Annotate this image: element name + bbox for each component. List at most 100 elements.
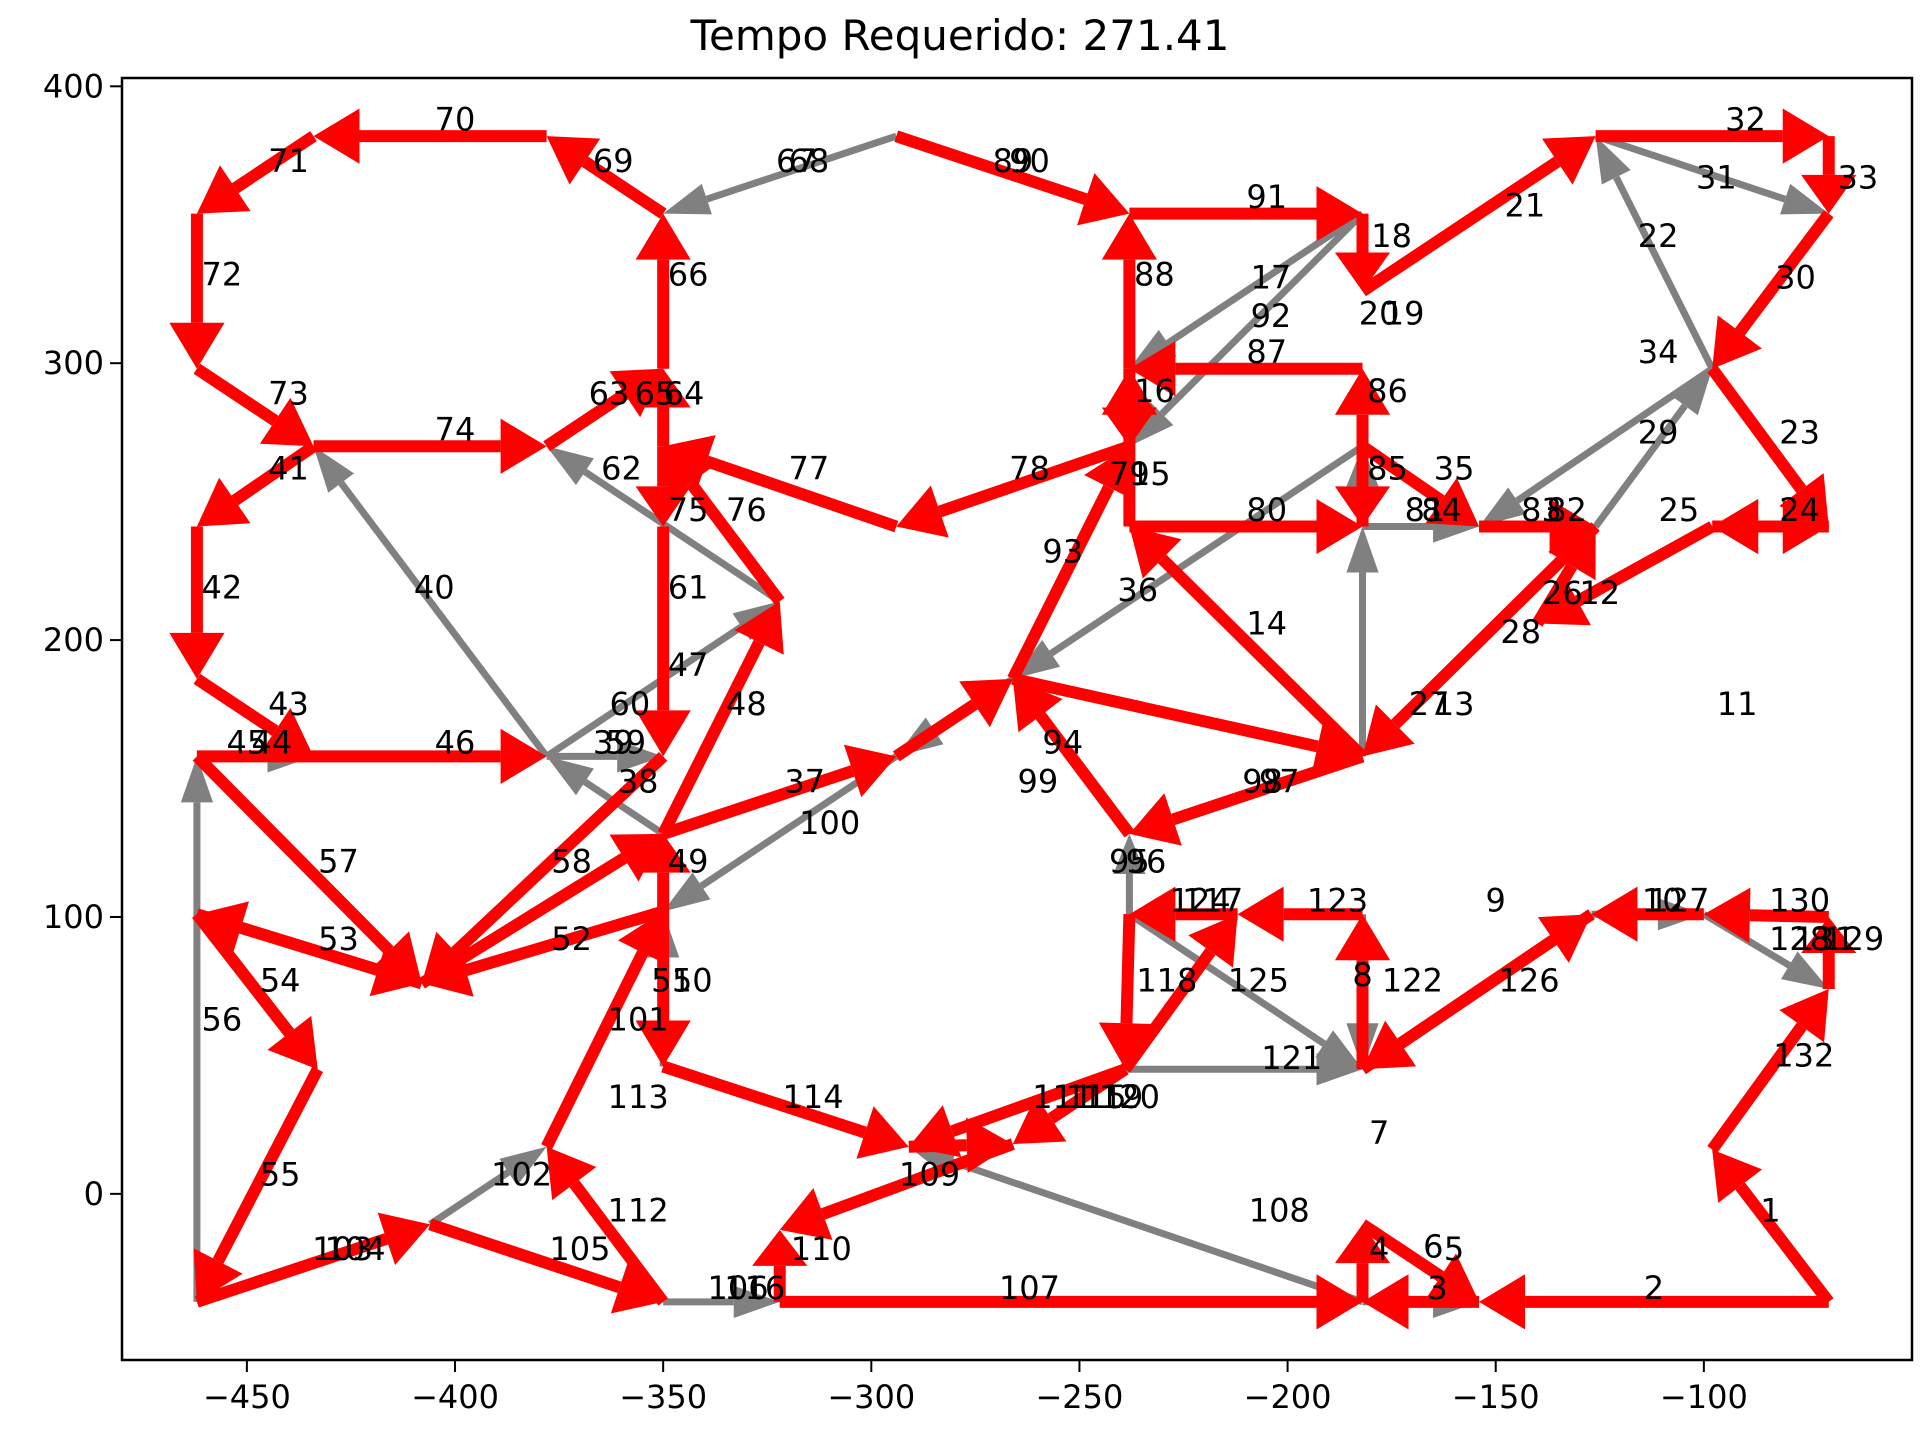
edge-label: 128 (1769, 920, 1830, 958)
red-edge-arrow (661, 1060, 909, 1159)
gray-edge-arrow (1012, 443, 1365, 679)
red-edge-arrow (193, 1066, 323, 1302)
edge-label: 15 (1130, 455, 1171, 493)
edge-label: 74 (435, 411, 476, 449)
edge-label: 39 (593, 724, 634, 762)
red-edge-arrow (546, 136, 667, 219)
edge-label: 10 (1642, 881, 1683, 919)
red-edge-arrow (635, 833, 691, 912)
gray-edge-arrow (313, 446, 550, 759)
red-edge-arrow (196, 131, 317, 214)
x-tick-label: −400 (411, 1378, 499, 1416)
red-edge-arrow (1129, 186, 1363, 242)
x-tick-label: −450 (203, 1378, 291, 1416)
y-tick-label: 0 (84, 1175, 104, 1213)
edge-label: 9 (1486, 881, 1506, 919)
edge-label: 82 (1546, 491, 1587, 529)
red-edge-arrow (1801, 136, 1857, 214)
chart-title: Tempo Requerido: 271.41 (690, 11, 1230, 60)
x-tick-label: −300 (827, 1378, 915, 1416)
red-edge-arrow (663, 446, 785, 605)
gray-edge-arrow (663, 1285, 780, 1318)
edge-label: 11 (1717, 685, 1758, 723)
edge-label: 79 (1109, 455, 1150, 493)
edge-label: 54 (260, 962, 301, 1000)
red-edge-arrow (192, 910, 318, 1070)
red-edge-arrow (195, 908, 422, 997)
edge-label: 112 (608, 1191, 669, 1229)
gray-edge-arrow (546, 740, 664, 773)
edge-label: 53 (318, 920, 359, 958)
edge-label: 73 (268, 375, 309, 413)
edge-label: 114 (782, 1078, 843, 1116)
edge-label: 4 (1369, 1230, 1389, 1268)
red-edge-arrow (752, 1229, 808, 1302)
edge-label: 96 (1126, 843, 1167, 881)
edge-label: 58 (551, 843, 592, 881)
edge-label: 50 (672, 962, 713, 1000)
red-edge-arrow (313, 418, 547, 474)
edge-label: 12 (1579, 574, 1620, 612)
edge-label: 5 (1444, 1230, 1464, 1268)
edge-label: 25 (1659, 491, 1700, 529)
edge-label: 31 (1696, 159, 1737, 197)
edge-label: 116 (724, 1269, 785, 1307)
edge-label: 44 (252, 724, 293, 762)
gray-edge-arrow (428, 1146, 547, 1228)
edge-label: 23 (1779, 413, 1820, 451)
edge-label: 95 (1109, 843, 1150, 881)
gray-edge-arrow (546, 756, 666, 837)
edge-label: 21 (1505, 186, 1546, 224)
edge-label: 60 (610, 685, 651, 723)
gray-edge-arrow (1594, 132, 1829, 215)
edge-label: 17 (1251, 258, 1292, 296)
red-edge-arrow (661, 744, 897, 840)
edge-label: 29 (1638, 413, 1679, 451)
red-edge-arrow (1537, 521, 1716, 626)
red-edges (169, 108, 1857, 1330)
red-edge-arrow (1712, 1149, 1834, 1306)
gray-edge-arrow (1125, 1053, 1363, 1086)
red-edge-arrow (635, 213, 691, 369)
red-edge-arrow (1359, 1219, 1480, 1302)
edge-label: 103 (312, 1230, 373, 1268)
red-edge-arrow (1012, 678, 1135, 838)
red-edge-arrow (313, 108, 547, 164)
red-edge-arrow (546, 1146, 668, 1306)
red-edge-arrow (1101, 368, 1157, 447)
edge-label: 85 (1367, 449, 1408, 487)
edge-label: 45 (227, 724, 268, 762)
edge-label: 52 (551, 920, 592, 958)
edge-label: 91 (1246, 178, 1287, 216)
edge-label: 119 (1082, 1078, 1143, 1116)
edge-label: 122 (1382, 962, 1443, 1000)
edge-label: 120 (1099, 1078, 1160, 1116)
gray-edge-arrow (180, 756, 214, 1302)
gray-edge-arrow (546, 446, 782, 605)
red-edge-arrow (1098, 914, 1155, 1070)
red-edge-arrow (169, 526, 225, 679)
x-tick-label: −150 (1452, 1378, 1540, 1416)
edge-label: 34 (1638, 333, 1679, 371)
edge-label: 13 (1434, 685, 1475, 723)
red-edge-arrow (1479, 1274, 1829, 1330)
red-edge-arrow (657, 601, 784, 837)
edge-label: 99 (1017, 762, 1058, 800)
edge-label: 83 (1521, 491, 1562, 529)
edge-label: 40 (414, 568, 455, 606)
edge-label: 90 (1009, 142, 1050, 180)
edge-label: 63 (589, 375, 630, 413)
edge-label: 86 (1367, 372, 1408, 410)
edge-label: 124 (1170, 881, 1231, 919)
edge-label: 132 (1773, 1036, 1834, 1074)
y-axis: 0 100 200 300 400 (43, 67, 122, 1213)
edge-label: 6 (1423, 1227, 1443, 1265)
edge-label: 66 (668, 256, 709, 294)
red-edge-arrow (779, 1274, 1363, 1330)
red-edge-arrow (1712, 210, 1834, 369)
edge-label: 97 (1259, 762, 1300, 800)
y-tick-label: 100 (43, 898, 104, 936)
edge-label: 102 (491, 1155, 552, 1193)
edge-label: 32 (1725, 101, 1766, 139)
